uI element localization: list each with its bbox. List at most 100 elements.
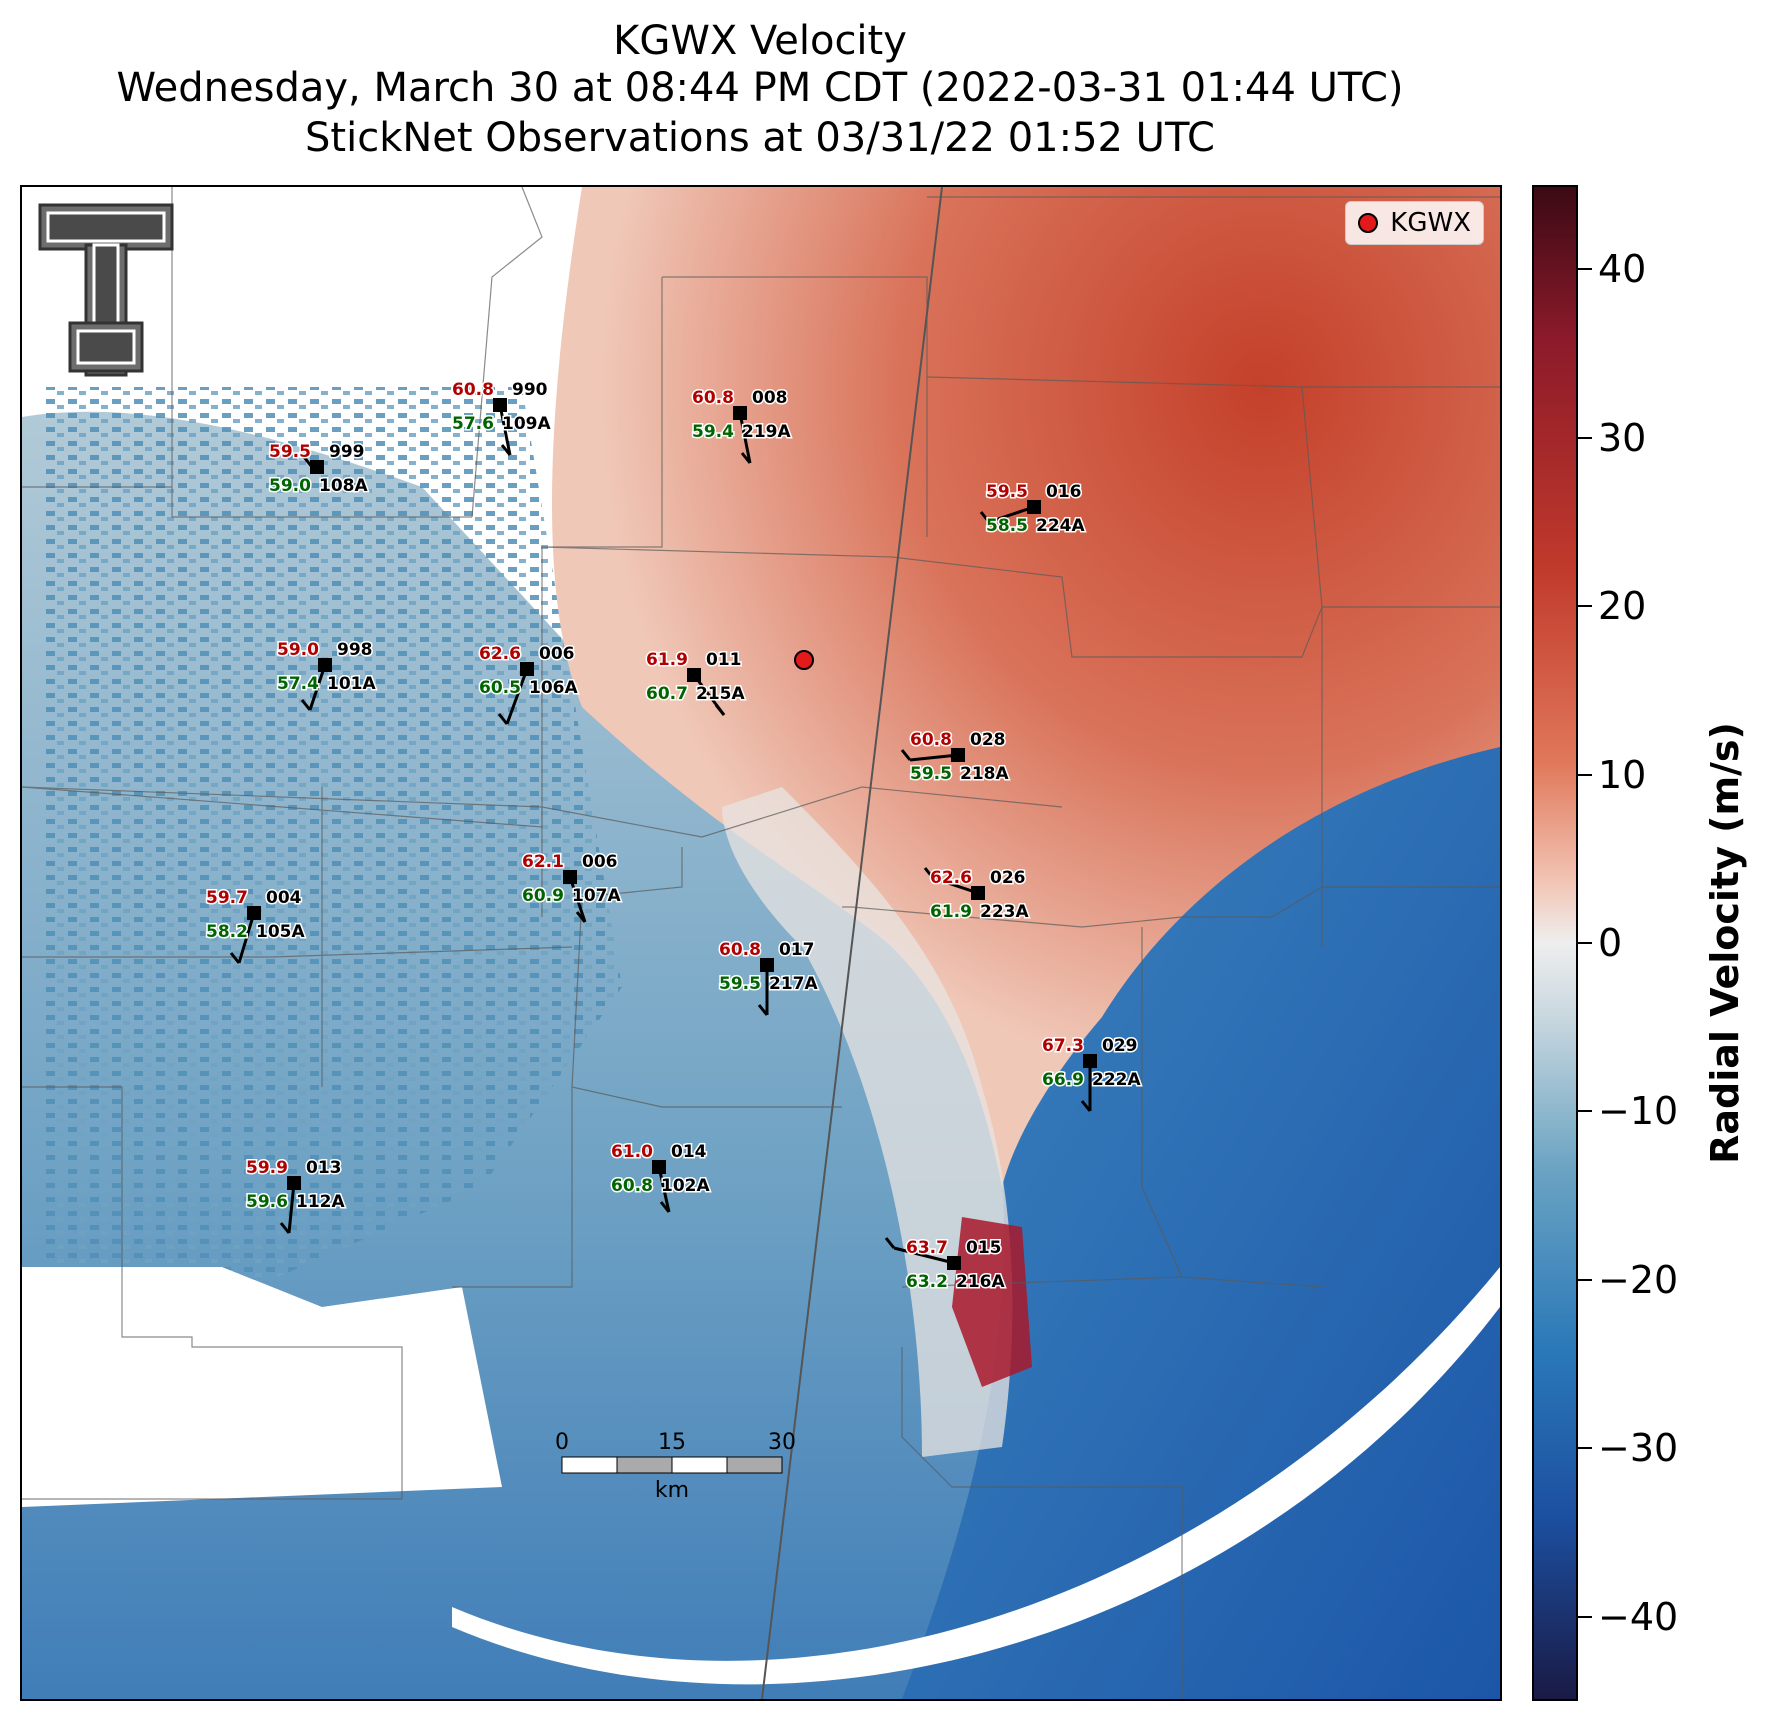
station-wind-direction: 016 bbox=[1046, 482, 1082, 502]
station-temperature: 60.8 bbox=[452, 380, 494, 400]
outbound-core bbox=[952, 1217, 1032, 1387]
station-wind-direction: 029 bbox=[1102, 1036, 1138, 1056]
station-106A: 62.6 006 60.5 106A bbox=[478, 643, 580, 725]
colorbar-tick bbox=[1578, 942, 1592, 944]
station-218A: 60.8 028 59.5 218A bbox=[900, 729, 1011, 786]
colorbar-tick-label: 0 bbox=[1598, 921, 1623, 965]
station-marker bbox=[760, 958, 774, 972]
wind-barb bbox=[657, 1166, 671, 1213]
wind-barb bbox=[568, 876, 587, 923]
legend-label: KGWX bbox=[1390, 208, 1471, 238]
station-wind-direction: 004 bbox=[266, 888, 302, 908]
station-wind-direction: 014 bbox=[671, 1142, 707, 1162]
station-temperature: 59.5 bbox=[269, 442, 311, 462]
wind-barb-flag bbox=[923, 867, 935, 879]
wind-barb bbox=[498, 404, 512, 456]
station-dewpoint: 60.7 bbox=[646, 684, 688, 704]
map-legend: KGWX bbox=[1345, 201, 1484, 245]
wind-barb-flag bbox=[497, 713, 509, 725]
colorbar-tick-label: 40 bbox=[1598, 247, 1647, 292]
station-dewpoint: 60.8 bbox=[611, 1176, 653, 1196]
station-109A: 60.8 990 57.6 109A bbox=[451, 379, 553, 456]
station-id: 112A bbox=[296, 1192, 345, 1212]
station-102A: 61.0 014 60.8 102A bbox=[610, 1141, 712, 1213]
station-temperature: 67.3 bbox=[1042, 1036, 1084, 1056]
wind-barb-flag bbox=[757, 1004, 769, 1016]
wind-barb bbox=[287, 1182, 296, 1234]
station-dewpoint: 59.6 bbox=[246, 1192, 288, 1212]
station-id: 218A bbox=[960, 764, 1009, 784]
legend-radar-marker bbox=[1358, 213, 1379, 233]
station-marker bbox=[951, 748, 965, 762]
station-marker bbox=[1027, 500, 1041, 514]
station-id: 223A bbox=[980, 902, 1029, 922]
station-dewpoint: 61.9 bbox=[930, 902, 972, 922]
wind-barb-flag bbox=[714, 704, 726, 716]
station-marker bbox=[318, 658, 332, 672]
wind-barb-flag bbox=[659, 1201, 671, 1213]
station-wind-direction: 990 bbox=[512, 380, 548, 400]
station-wind-direction: 015 bbox=[966, 1238, 1002, 1258]
wind-barb bbox=[505, 668, 529, 725]
station-temperature: 61.0 bbox=[611, 1142, 653, 1162]
wind-barb bbox=[893, 1246, 955, 1265]
station-id: 109A bbox=[502, 414, 551, 434]
station-dewpoint: 60.5 bbox=[479, 678, 521, 698]
station-temperature: 60.8 bbox=[692, 388, 734, 408]
station-dewpoint: 60.9 bbox=[522, 886, 564, 906]
station-id: 102A bbox=[661, 1176, 710, 1196]
scale-label-15: 15 bbox=[658, 1430, 686, 1455]
velocity-colorbar bbox=[1532, 185, 1578, 1701]
station-temperature: 63.7 bbox=[906, 1238, 948, 1258]
station-wind-direction: 026 bbox=[990, 868, 1026, 888]
station-id: 222A bbox=[1092, 1070, 1141, 1090]
station-marker bbox=[563, 870, 577, 884]
station-101A: 59.0 998 57.4 101A bbox=[276, 639, 378, 711]
station-dewpoint: 63.2 bbox=[906, 1272, 948, 1292]
colorbar-tick bbox=[1578, 1278, 1592, 1281]
station-wind-direction: 013 bbox=[306, 1158, 342, 1178]
station-temperature: 59.5 bbox=[986, 482, 1028, 502]
station-dewpoint: 59.4 bbox=[692, 422, 734, 442]
colorbar-tick-label: −20 bbox=[1598, 1257, 1679, 1302]
station-marker bbox=[687, 668, 701, 682]
station-id: 217A bbox=[769, 974, 818, 994]
map-subtitle-obs: StickNet Observations at 03/31/22 01:52 … bbox=[305, 115, 1215, 161]
station-dewpoint: 57.4 bbox=[277, 674, 319, 694]
station-temperature: 61.9 bbox=[646, 650, 688, 670]
station-112A: 59.9 013 59.6 112A bbox=[245, 1157, 347, 1234]
radar-map-canvas: 0 15 30 km 60.8 990 57.6 109A 59.5 999 59.0 108… bbox=[22, 187, 1500, 1699]
sticknet-stations: 60.8 990 57.6 109A 59.5 999 59.0 108A 60.8 008 59.… bbox=[205, 379, 1143, 1294]
map-title: KGWX Velocity bbox=[613, 18, 907, 64]
station-marker bbox=[652, 1160, 666, 1174]
colorbar-tick-label: 30 bbox=[1598, 415, 1647, 460]
station-temperature: 59.0 bbox=[277, 640, 319, 660]
colorbar-tick bbox=[1578, 1110, 1592, 1113]
radar-map: 0 15 30 km 60.8 990 57.6 109A 59.5 999 59.0 108… bbox=[20, 185, 1502, 1701]
station-wind-direction: 006 bbox=[582, 852, 618, 872]
colorbar-tick bbox=[1578, 1615, 1592, 1618]
scale-label-0: 0 bbox=[555, 1430, 569, 1455]
colorbar-tick-label: −40 bbox=[1598, 1594, 1679, 1639]
station-id: 215A bbox=[696, 684, 745, 704]
station-marker bbox=[247, 906, 261, 920]
station-marker bbox=[287, 1176, 301, 1190]
station-wind-direction: 017 bbox=[779, 940, 815, 960]
scale-bar: 0 15 30 km bbox=[555, 1430, 796, 1503]
colorbar-tick bbox=[1578, 268, 1592, 271]
station-marker bbox=[1083, 1054, 1097, 1068]
station-marker bbox=[947, 1256, 961, 1270]
station-dewpoint: 58.2 bbox=[206, 922, 248, 942]
station-107A: 62.1 006 60.9 107A bbox=[521, 851, 623, 923]
station-marker bbox=[733, 406, 747, 420]
velocity-scatter-west bbox=[42, 387, 622, 1337]
station-224A: 59.5 016 58.5 224A bbox=[979, 481, 1087, 538]
station-dewpoint: 66.9 bbox=[1042, 1070, 1084, 1090]
scale-label-30: 30 bbox=[768, 1430, 796, 1455]
station-219A: 60.8 008 59.4 219A bbox=[691, 387, 793, 464]
station-108A: 59.5 999 59.0 108A bbox=[268, 441, 370, 498]
wind-barb bbox=[988, 505, 1035, 524]
station-222A: 67.3 029 66.9 222A bbox=[1041, 1035, 1143, 1112]
colorbar-tick bbox=[1578, 436, 1592, 439]
station-dewpoint: 57.6 bbox=[452, 414, 494, 434]
